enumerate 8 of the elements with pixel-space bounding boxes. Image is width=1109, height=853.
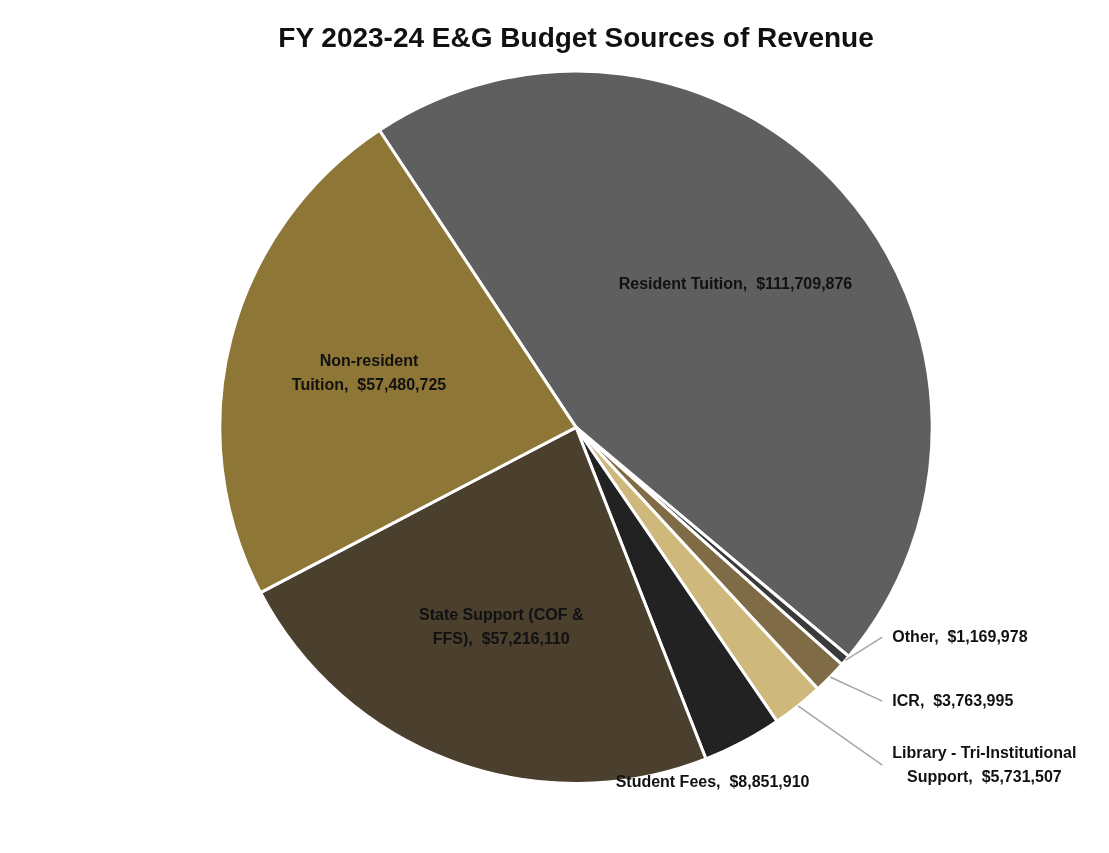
slice-label: Library - Tri-Institutional Support, $5,731,507 (892, 743, 1077, 785)
slice-label: State Support (COF & FFS), $57,216,110 (419, 605, 584, 647)
slice-label: Non-resident Tuition, $57,480,725 (291, 352, 447, 394)
slice-label: Resident Tuition, $111,709,876 (618, 275, 853, 293)
slice-label: Student Fees, $8,851,910 (615, 772, 810, 790)
chart-title: FY 2023-24 E&G Budget Sources of Revenue (278, 21, 874, 53)
slice-label: Other, $1,169,978 (892, 627, 1028, 645)
slice-label: ICR, $3,763,995 (892, 691, 1014, 709)
